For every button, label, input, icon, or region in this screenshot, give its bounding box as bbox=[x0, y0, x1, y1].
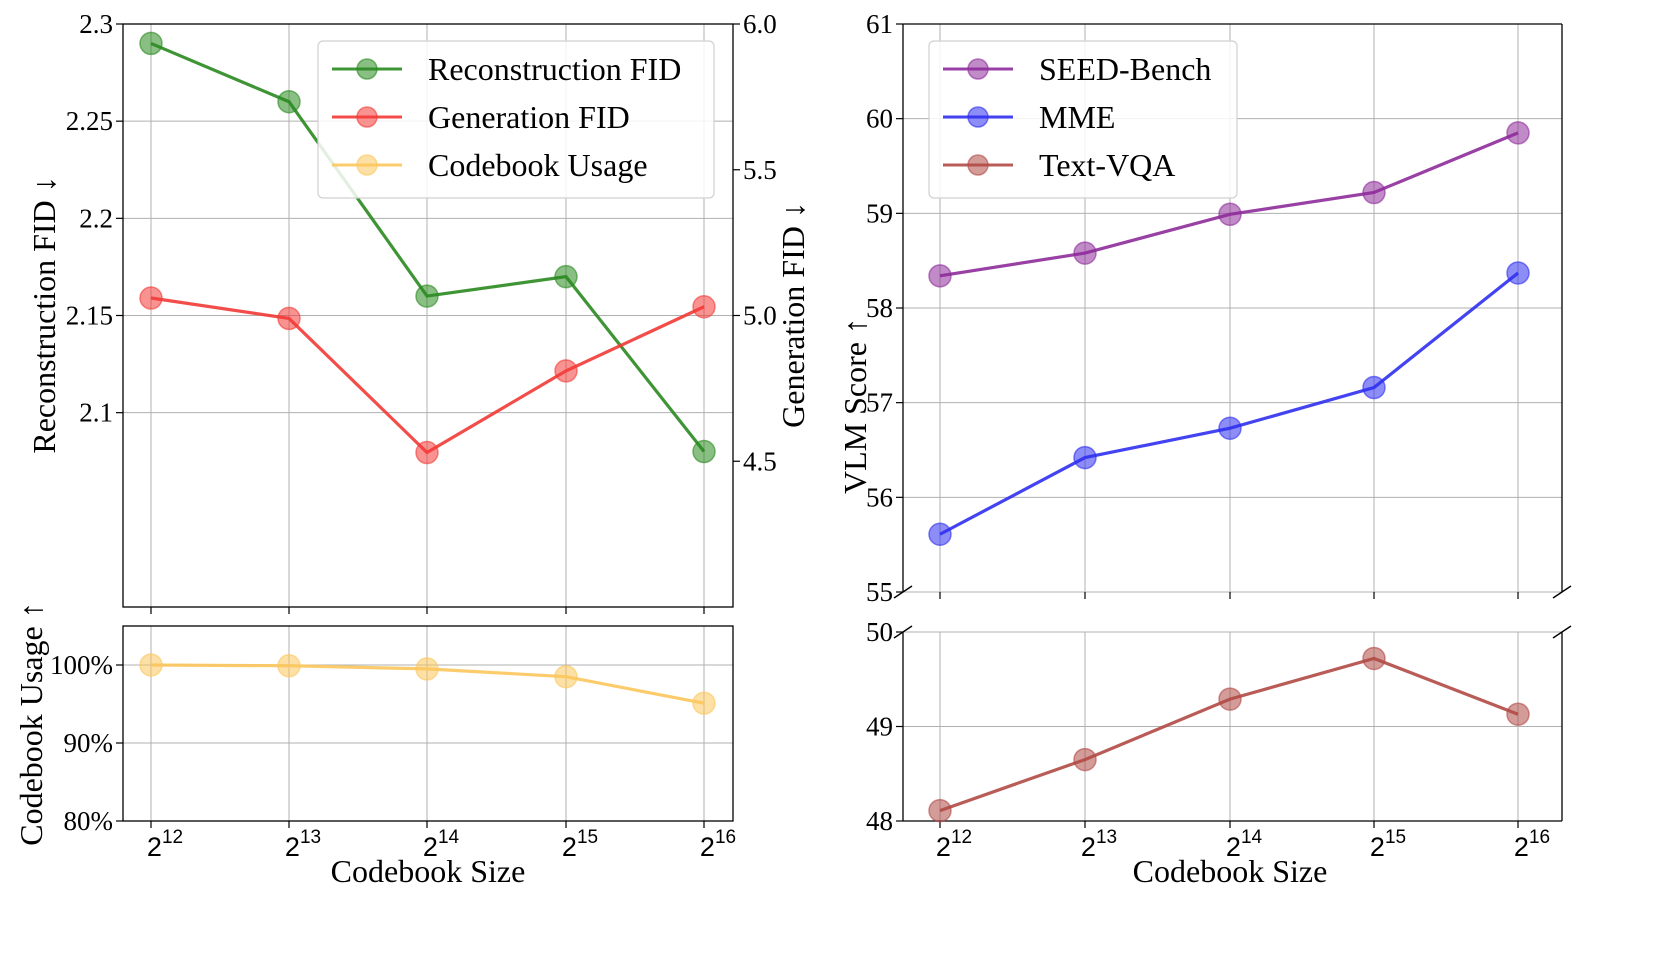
y-right-tick-label: 5.0 bbox=[743, 301, 777, 331]
legend-marker bbox=[967, 58, 989, 80]
y-tick-label: 100% bbox=[50, 650, 113, 680]
y-axis-title-left: Reconstruction FID ↓ bbox=[26, 176, 62, 453]
legend-label: Codebook Usage bbox=[428, 147, 648, 183]
data-point bbox=[928, 798, 952, 823]
axis-break-mark bbox=[1552, 625, 1572, 639]
data-point bbox=[415, 440, 439, 465]
legend-label: Text-VQA bbox=[1039, 147, 1175, 183]
legend-label: Generation FID bbox=[428, 99, 630, 135]
x-tick-label: 216 bbox=[1514, 827, 1550, 862]
data-point bbox=[139, 653, 163, 677]
y-tick-label: 59 bbox=[866, 198, 893, 228]
data-point bbox=[139, 31, 163, 56]
y-tick-label: 2.25 bbox=[66, 106, 113, 136]
series-line-mme bbox=[939, 271, 1519, 536]
y-tick-label: 2.2 bbox=[79, 203, 113, 233]
y-tick-label: 58 bbox=[866, 293, 893, 323]
data-point bbox=[1362, 180, 1386, 205]
legend-marker bbox=[356, 58, 378, 80]
y-tick-label: 55 bbox=[866, 577, 893, 607]
data-point bbox=[1073, 241, 1097, 265]
x-axis-title-right: Codebook Size bbox=[1133, 853, 1328, 889]
x-tick-label: 214 bbox=[423, 827, 460, 862]
legend-marker bbox=[356, 154, 378, 176]
axis-break-mark bbox=[1552, 585, 1572, 599]
y-tick-label: 2.1 bbox=[79, 398, 113, 428]
data-point bbox=[1218, 202, 1242, 227]
data-point bbox=[1506, 261, 1530, 285]
y-axis-title-usage: Codebook Usage ↑ bbox=[13, 602, 49, 846]
y-tick-label: 2.3 bbox=[79, 9, 113, 39]
data-point bbox=[928, 522, 952, 547]
y-tick-label: 60 bbox=[866, 104, 893, 134]
y-tick-label: 48 bbox=[866, 806, 893, 836]
y-tick-label: 50 bbox=[866, 617, 893, 647]
y-right-tick-label: 6.0 bbox=[743, 9, 777, 39]
legend-marker bbox=[356, 106, 378, 128]
data-point bbox=[1073, 747, 1097, 772]
data-point bbox=[554, 664, 578, 689]
x-tick-label: 213 bbox=[285, 827, 321, 862]
data-point bbox=[277, 654, 301, 678]
data-point bbox=[1362, 646, 1386, 671]
legend-label: MME bbox=[1039, 99, 1115, 135]
y-axis-title-right: Generation FID ↓ bbox=[775, 202, 811, 428]
x-tick-label: 215 bbox=[562, 827, 598, 862]
data-point bbox=[277, 89, 301, 114]
y-right-tick-label: 4.5 bbox=[743, 446, 777, 476]
data-point bbox=[554, 264, 578, 289]
data-point bbox=[692, 295, 716, 319]
y-tick-label: 56 bbox=[866, 482, 893, 512]
axis-break-mark bbox=[893, 625, 913, 639]
series-line-text-vqa bbox=[939, 656, 1519, 813]
x-tick-label: 216 bbox=[700, 827, 736, 862]
data-point bbox=[1506, 702, 1530, 726]
data-point bbox=[1218, 687, 1242, 711]
legend-label: Reconstruction FID bbox=[428, 51, 681, 87]
data-point bbox=[139, 286, 163, 310]
y-tick-label: 90% bbox=[64, 728, 114, 758]
x-tick-label: 213 bbox=[1081, 827, 1117, 862]
y-axis-title-vlm: VLM Score ↑ bbox=[837, 318, 873, 494]
data-point bbox=[277, 306, 301, 331]
y-tick-label: 61 bbox=[866, 9, 893, 39]
x-axis-title-left: Codebook Size bbox=[331, 853, 526, 889]
data-point bbox=[415, 657, 439, 681]
data-point bbox=[1362, 375, 1386, 400]
x-tick-label: 212 bbox=[936, 827, 972, 862]
data-point bbox=[928, 264, 952, 288]
y-tick-label: 49 bbox=[866, 712, 893, 742]
legend-marker bbox=[967, 154, 989, 176]
y-tick-label: 80% bbox=[64, 806, 114, 836]
data-point bbox=[692, 439, 716, 464]
data-point bbox=[692, 691, 716, 715]
legend-box bbox=[317, 40, 715, 199]
y-right-tick-label: 5.5 bbox=[743, 155, 777, 185]
legend-label: SEED-Bench bbox=[1039, 51, 1211, 87]
x-tick-label: 215 bbox=[1370, 827, 1406, 862]
legend-box bbox=[928, 40, 1238, 199]
x-tick-label: 214 bbox=[1226, 827, 1263, 862]
x-tick-label: 212 bbox=[147, 827, 183, 862]
data-point bbox=[1218, 416, 1242, 440]
y-tick-label: 57 bbox=[866, 388, 893, 418]
y-tick-label: 2.15 bbox=[66, 301, 113, 331]
data-point bbox=[1073, 445, 1097, 470]
data-point bbox=[554, 359, 578, 383]
legend-marker bbox=[967, 106, 989, 128]
data-point bbox=[1506, 121, 1530, 145]
plot-frame bbox=[122, 625, 734, 822]
data-point bbox=[415, 284, 439, 308]
axis-break-mark bbox=[893, 585, 913, 599]
